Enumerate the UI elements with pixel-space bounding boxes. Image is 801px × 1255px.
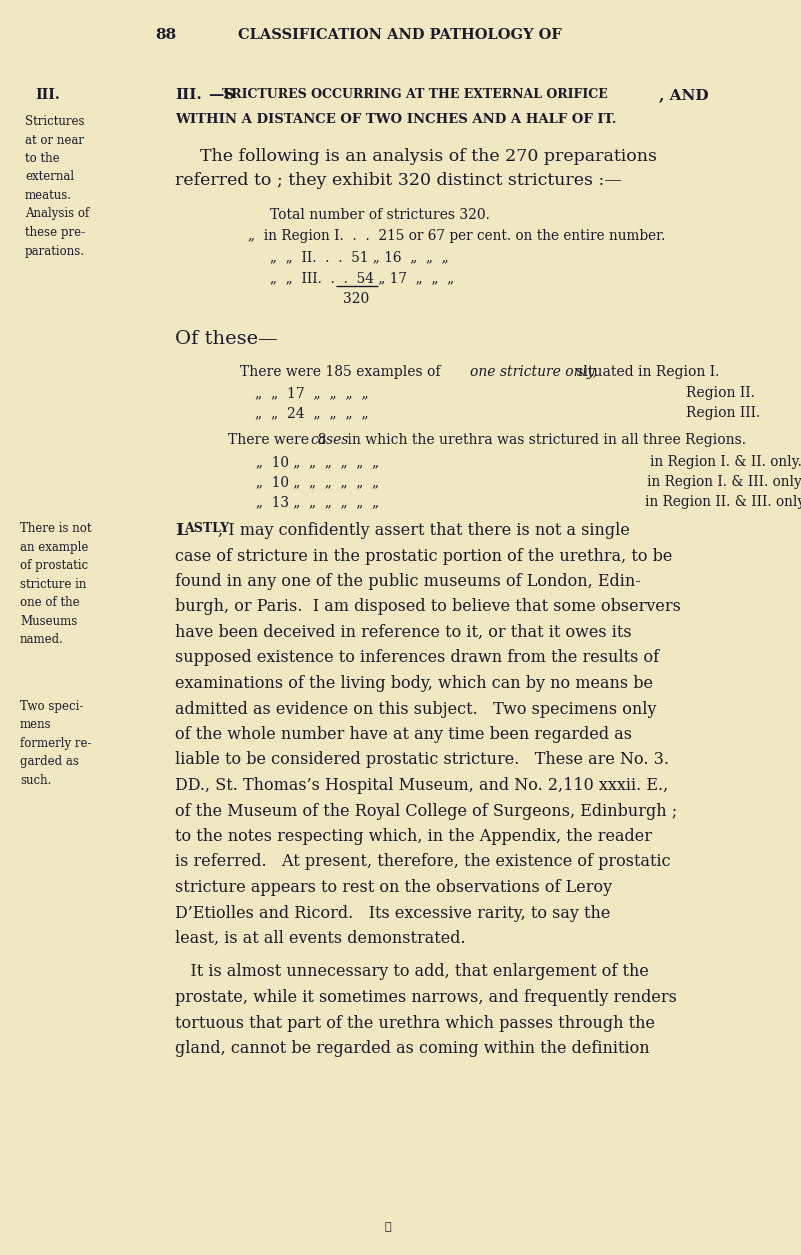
Text: Strictures: Strictures: [25, 115, 84, 128]
Text: referred to ; they exhibit 320 distinct strictures :—: referred to ; they exhibit 320 distinct …: [175, 172, 622, 190]
Text: „  10 „  „  „  „  „  „: „ 10 „ „ „ „ „ „: [256, 474, 379, 489]
Text: of the Museum of the Royal College of Surgeons, Edinburgh ;: of the Museum of the Royal College of Su…: [175, 802, 678, 820]
Text: L: L: [175, 522, 187, 538]
Text: It is almost unnecessary to add, that enlargement of the: It is almost unnecessary to add, that en…: [175, 964, 649, 980]
Text: There were  8: There were 8: [228, 433, 331, 447]
Text: at or near: at or near: [25, 133, 84, 147]
Text: have been deceived in reference to it, or that it owes its: have been deceived in reference to it, o…: [175, 624, 632, 641]
Text: ASTLY: ASTLY: [184, 522, 229, 535]
Text: is referred.   At present, therefore, the existence of prostatic: is referred. At present, therefore, the …: [175, 853, 670, 871]
Text: There is not: There is not: [20, 522, 91, 535]
Text: Museums: Museums: [20, 615, 77, 628]
Text: „  „  III.  .  .  54 „ 17  „  „  „: „ „ III. . . 54 „ 17 „ „ „: [270, 271, 454, 285]
Text: , I may confidently assert that there is not a single: , I may confidently assert that there is…: [218, 522, 630, 538]
Text: one of the: one of the: [20, 596, 79, 609]
Text: „  „  17  „  „  „  „: „ „ 17 „ „ „ „: [255, 387, 368, 400]
Text: Region II.: Region II.: [686, 387, 755, 400]
Text: an example: an example: [20, 541, 88, 553]
Text: There were 185 examples of: There were 185 examples of: [240, 365, 445, 379]
Text: Region III.: Region III.: [686, 407, 760, 420]
Text: The following is an analysis of the 270 preparations: The following is an analysis of the 270 …: [200, 148, 657, 164]
Text: least, is at all events demonstrated.: least, is at all events demonstrated.: [175, 930, 465, 948]
Text: in which the urethra was strictured in all three Regions.: in which the urethra was strictured in a…: [343, 433, 746, 447]
Text: liable to be considered prostatic stricture.   These are No. 3.: liable to be considered prostatic strict…: [175, 752, 669, 768]
Text: named.: named.: [20, 633, 64, 646]
Text: —S: —S: [208, 88, 235, 102]
Text: 320: 320: [343, 292, 369, 306]
Text: WITHIN A DISTANCE OF TWO INCHES AND A HALF OF IT.: WITHIN A DISTANCE OF TWO INCHES AND A HA…: [175, 113, 617, 126]
Text: CLASSIFICATION AND PATHOLOGY OF: CLASSIFICATION AND PATHOLOGY OF: [238, 28, 562, 41]
Text: to the notes respecting which, in the Appendix, the reader: to the notes respecting which, in the Ap…: [175, 828, 652, 845]
Text: „  in Region I.  .  .  215 or 67 per cent. on the entire number.: „ in Region I. . . 215 or 67 per cent. o…: [248, 228, 666, 243]
Text: III.: III.: [175, 88, 202, 102]
Text: , AND: , AND: [659, 88, 709, 102]
Text: examinations of the living body, which can by no means be: examinations of the living body, which c…: [175, 675, 653, 692]
Text: of prostatic: of prostatic: [20, 558, 88, 572]
Text: Of these—: Of these—: [175, 330, 278, 348]
Text: these pre-: these pre-: [25, 226, 85, 238]
Text: DD., St. Thomas’s Hospital Museum, and No. 2,110 xxxii. E.,: DD., St. Thomas’s Hospital Museum, and N…: [175, 777, 668, 794]
Text: found in any one of the public museums of London, Edin-: found in any one of the public museums o…: [175, 574, 641, 590]
Text: in Region I. & III. only·: in Region I. & III. only·: [647, 474, 801, 489]
Text: cases: cases: [310, 433, 348, 447]
Text: formerly re-: formerly re-: [20, 737, 91, 750]
Text: of the whole number have at any time been regarded as: of the whole number have at any time bee…: [175, 725, 632, 743]
Text: in Region II. & III. only.: in Region II. & III. only.: [645, 494, 801, 510]
Text: tortuous that part of the urethra which passes through the: tortuous that part of the urethra which …: [175, 1014, 655, 1032]
Text: Total number of strictures 320.: Total number of strictures 320.: [270, 208, 490, 222]
Text: to the: to the: [25, 152, 59, 164]
Text: situated in Region I.: situated in Region I.: [572, 365, 719, 379]
Text: supposed existence to inferences drawn from the results of: supposed existence to inferences drawn f…: [175, 650, 659, 666]
Text: in Region I. & II. only.: in Region I. & II. only.: [650, 456, 801, 469]
Text: mens: mens: [20, 719, 51, 732]
Text: ❧: ❧: [384, 1222, 392, 1232]
Text: „  „  24  „  „  „  „: „ „ 24 „ „ „ „: [255, 407, 368, 420]
Text: stricture in: stricture in: [20, 577, 87, 591]
Text: external: external: [25, 171, 74, 183]
Text: case of stricture in the prostatic portion of the urethra, to be: case of stricture in the prostatic porti…: [175, 547, 672, 565]
Text: „  13 „  „  „  „  „  „: „ 13 „ „ „ „ „ „: [256, 494, 379, 510]
Text: III.: III.: [35, 88, 60, 102]
Text: D’Etiolles and Ricord.   Its excessive rarity, to say the: D’Etiolles and Ricord. Its excessive rar…: [175, 905, 610, 921]
Text: one stricture only,: one stricture only,: [470, 365, 598, 379]
Text: „  10 „  „  „  „  „  „: „ 10 „ „ „ „ „ „: [256, 456, 379, 469]
Text: burgh, or Paris.  I am disposed to believe that some observers: burgh, or Paris. I am disposed to believ…: [175, 599, 681, 615]
Text: Two speci-: Two speci-: [20, 700, 83, 713]
Text: stricture appears to rest on the observations of Leroy: stricture appears to rest on the observa…: [175, 878, 612, 896]
Text: garded as: garded as: [20, 756, 78, 768]
Text: such.: such.: [20, 774, 51, 787]
Text: gland, cannot be regarded as coming within the definition: gland, cannot be regarded as coming with…: [175, 1040, 650, 1057]
Text: parations.: parations.: [25, 245, 85, 257]
Text: TRICTURES OCCURRING AT THE EXTERNAL ORIFICE: TRICTURES OCCURRING AT THE EXTERNAL ORIF…: [222, 88, 608, 100]
Text: meatus.: meatus.: [25, 190, 72, 202]
Text: „  „  II.  .  .  51 „ 16  „  „  „: „ „ II. . . 51 „ 16 „ „ „: [270, 250, 449, 264]
Text: Analysis of: Analysis of: [25, 207, 89, 221]
Text: prostate, while it sometimes narrows, and frequently renders: prostate, while it sometimes narrows, an…: [175, 989, 677, 1007]
Text: admitted as evidence on this subject.   Two specimens only: admitted as evidence on this subject. Tw…: [175, 700, 657, 718]
Text: 88: 88: [155, 28, 176, 41]
